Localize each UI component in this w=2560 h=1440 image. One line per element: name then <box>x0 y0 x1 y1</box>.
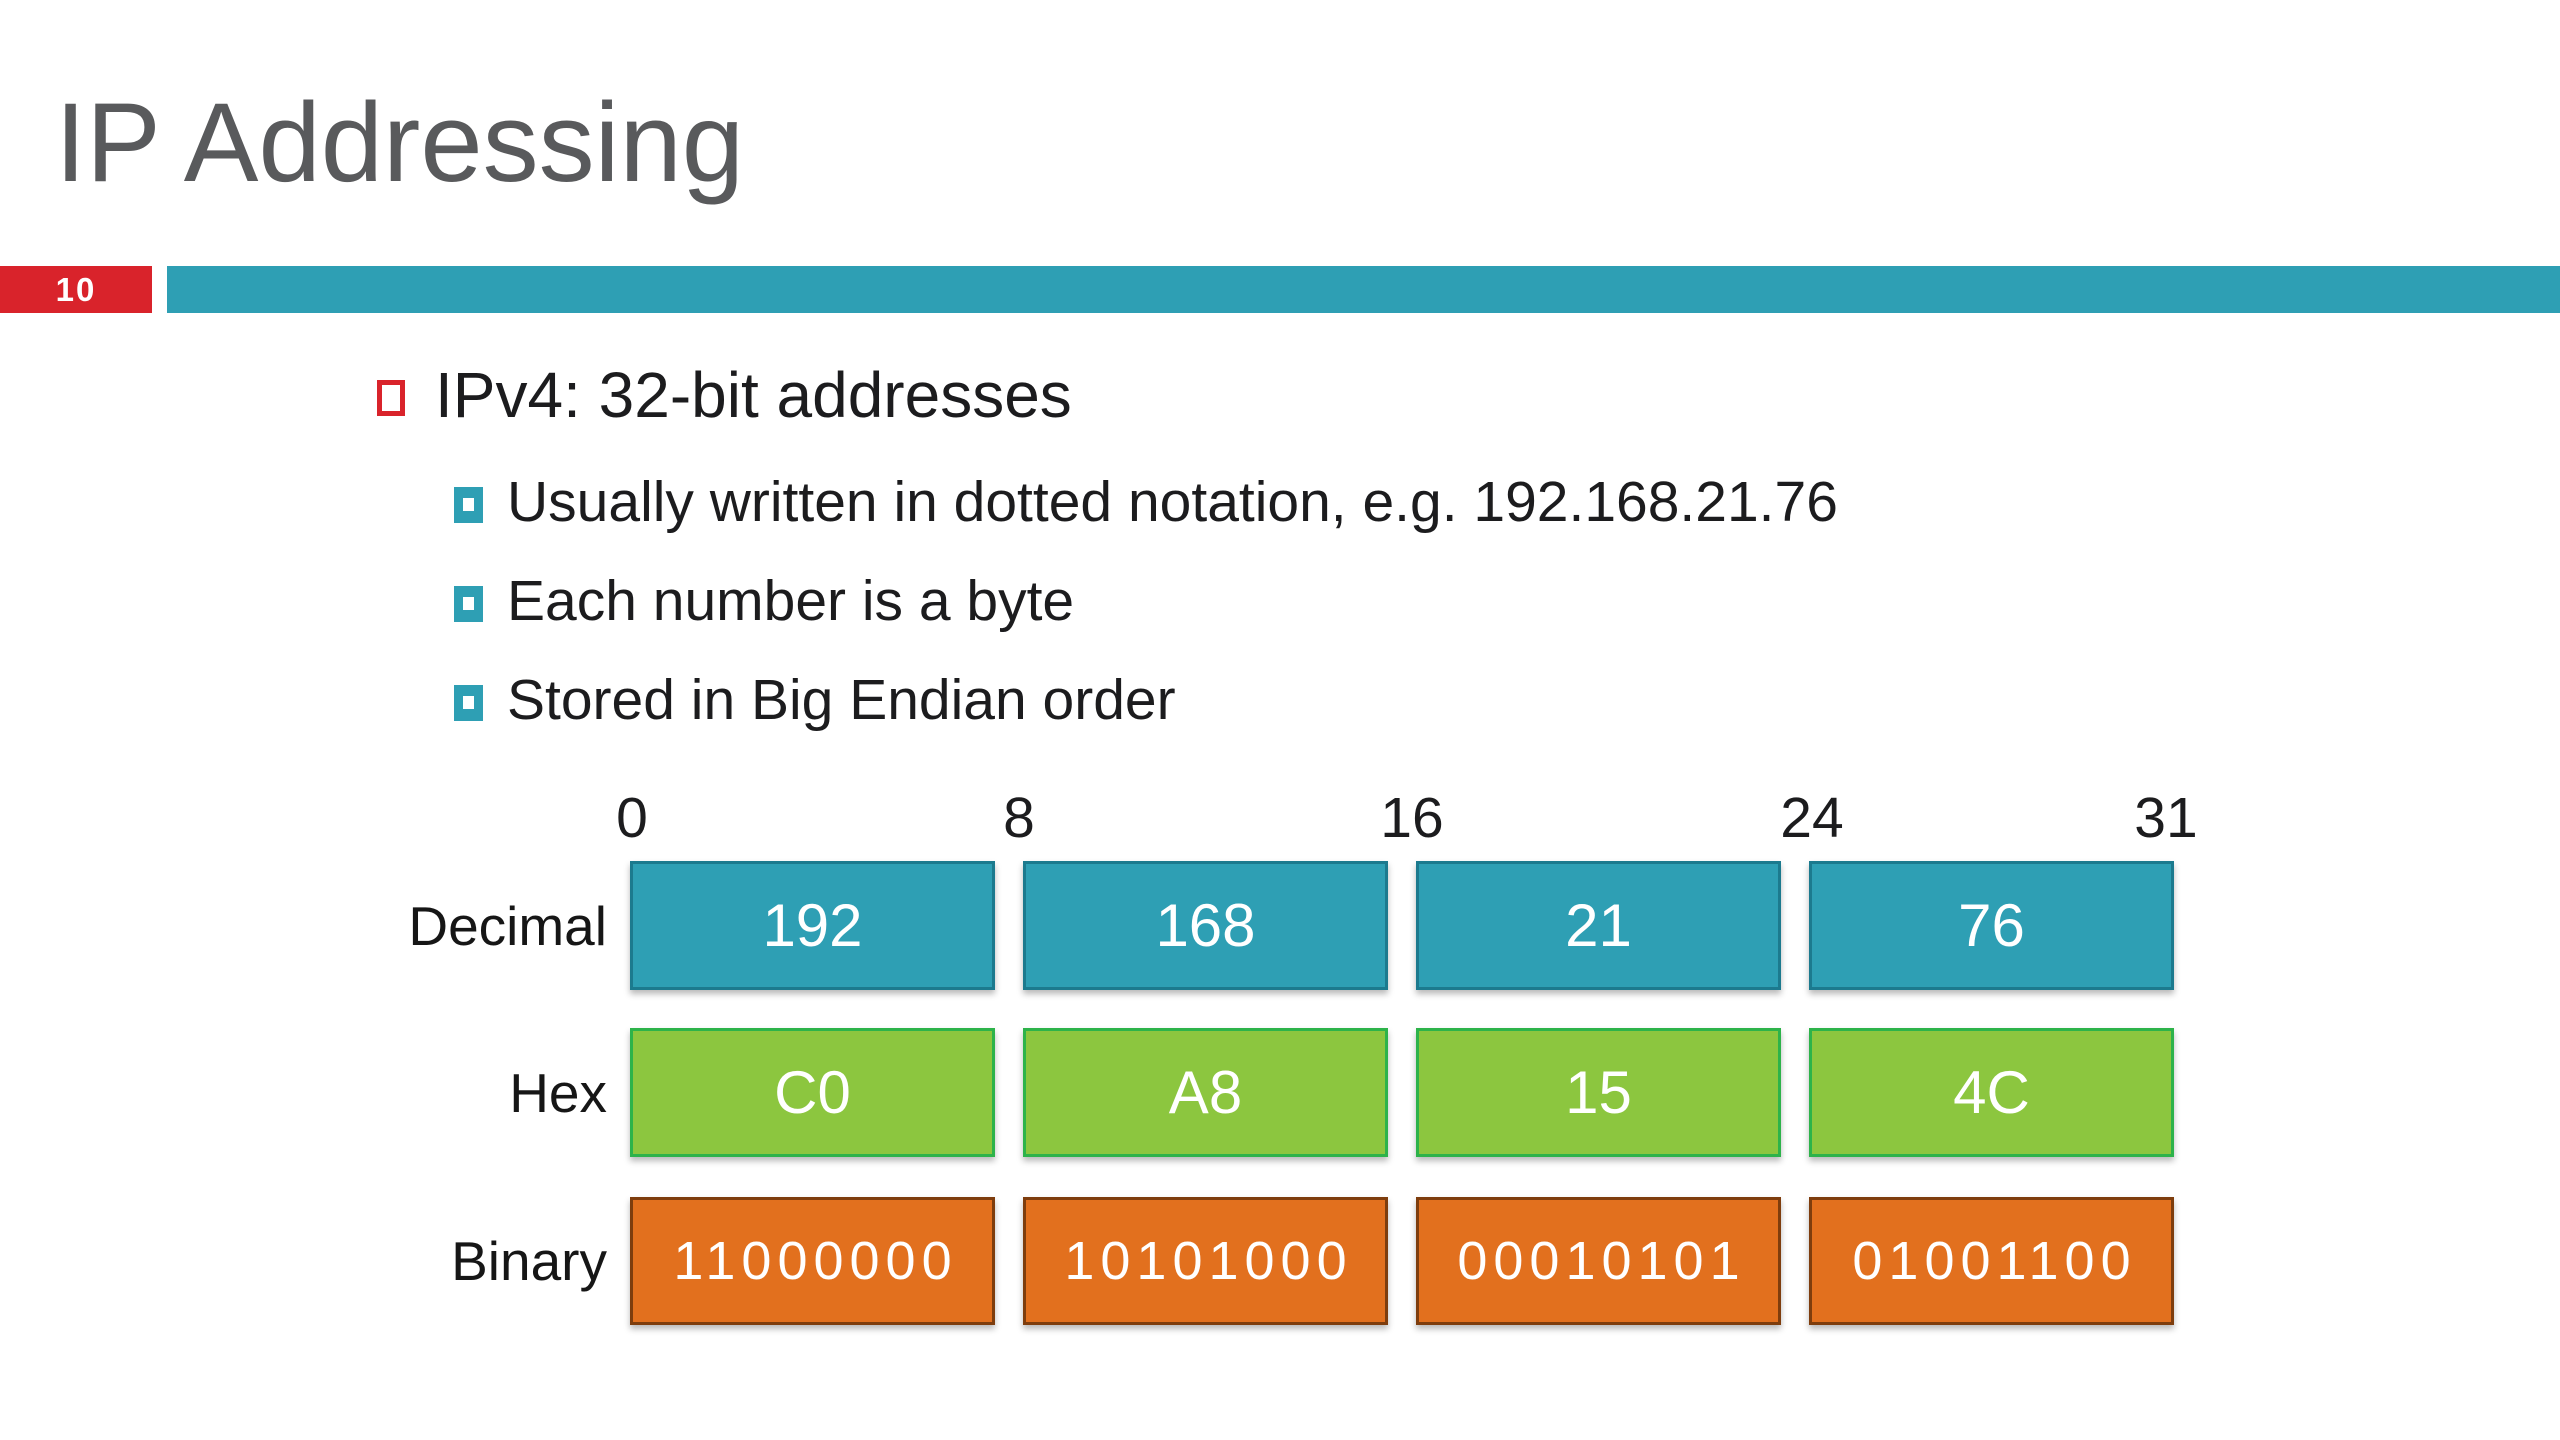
hex-byte-cell: 15 <box>1416 1028 1781 1157</box>
square-bullet-hole <box>463 597 474 610</box>
hollow-square-bullet-icon <box>377 380 405 416</box>
square-bullet-hole <box>463 696 474 709</box>
sub-bullet-text: Each number is a byte <box>507 569 1075 633</box>
bit-label-31: 31 <box>2134 786 2198 850</box>
bit-label-0: 0 <box>616 786 648 850</box>
row-label-binary: Binary <box>451 1230 607 1292</box>
bit-label-24: 24 <box>1780 786 1844 850</box>
square-bullet-icon <box>454 486 483 523</box>
sub-bullet-dotted-notation: Usually written in dotted notation, e.g.… <box>454 470 1838 534</box>
sub-bullet-big-endian: Stored in Big Endian order <box>454 668 1176 732</box>
bullet-item-ipv4: IPv4: 32-bit addresses <box>377 359 1072 431</box>
bullet-text: IPv4: 32-bit addresses <box>435 359 1072 431</box>
bit-label-16: 16 <box>1380 786 1444 850</box>
row-label-hex: Hex <box>509 1061 607 1124</box>
slide-number-badge: 10 <box>0 266 152 313</box>
hex-byte-cell: A8 <box>1023 1028 1388 1157</box>
row-label-decimal: Decimal <box>408 894 607 957</box>
square-bullet-icon <box>454 684 483 721</box>
page-title: IP Addressing <box>55 80 745 205</box>
square-bullet-hole <box>463 498 474 511</box>
binary-byte-cell: 11000000 <box>630 1197 995 1325</box>
sub-bullet-byte: Each number is a byte <box>454 569 1075 633</box>
hex-row: C0 A8 15 4C <box>630 1028 2174 1157</box>
hex-byte-cell: 4C <box>1809 1028 2174 1157</box>
binary-byte-cell: 01001100 <box>1809 1197 2174 1325</box>
accent-bar <box>167 266 2560 313</box>
sub-bullet-text: Usually written in dotted notation, e.g.… <box>507 470 1838 534</box>
bit-label-8: 8 <box>1003 786 1035 850</box>
slide-number-text: 10 <box>55 270 97 308</box>
decimal-byte-cell: 168 <box>1023 861 1388 990</box>
binary-byte-cell: 00010101 <box>1416 1197 1781 1325</box>
binary-byte-cell: 10101000 <box>1023 1197 1388 1325</box>
decimal-byte-cell: 76 <box>1809 861 2174 990</box>
decimal-byte-cell: 192 <box>630 861 995 990</box>
decimal-row: 192 168 21 76 <box>630 861 2174 990</box>
binary-row: 11000000 10101000 00010101 01001100 <box>630 1197 2174 1325</box>
square-bullet-icon <box>454 585 483 622</box>
sub-bullet-text: Stored in Big Endian order <box>507 668 1176 732</box>
decimal-byte-cell: 21 <box>1416 861 1781 990</box>
hex-byte-cell: C0 <box>630 1028 995 1157</box>
